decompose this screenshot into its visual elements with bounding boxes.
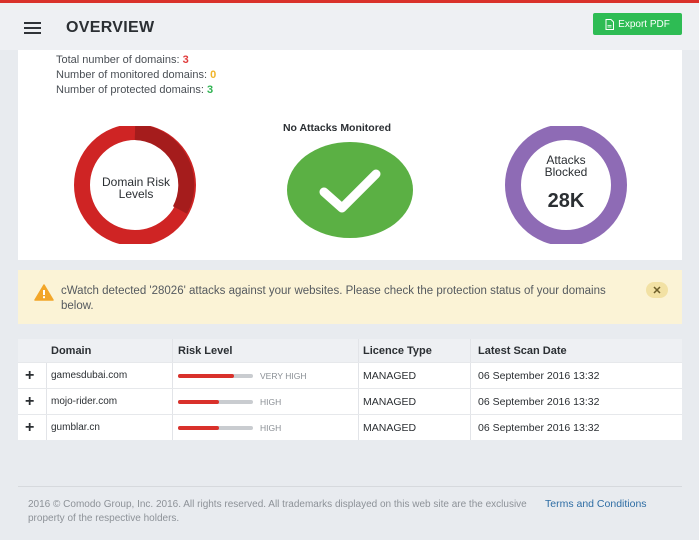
menu-icon[interactable] [24, 22, 41, 34]
column-domain[interactable]: Domain [51, 344, 92, 357]
table-row[interactable]: + gumblar.cn HIGH MANAGED 06 September 2… [18, 414, 682, 440]
stat-total-label: Total number of domains: [56, 54, 180, 66]
header: OVERVIEW Export PDF [0, 3, 699, 50]
domains-table: Domain Risk Level Licence Type Latest Sc… [18, 339, 682, 440]
close-icon[interactable]: ✕ [646, 282, 668, 298]
stat-monitored-domains: Number of monitored domains: 0 [56, 69, 216, 81]
row-domain: gumblar.cn [51, 422, 100, 433]
row-risk-level: HIGH [178, 389, 281, 414]
export-pdf-button[interactable]: Export PDF [593, 13, 682, 35]
stat-total-value: 3 [182, 54, 189, 66]
attacks-blocked-label: Attacks Blocked [544, 153, 588, 179]
file-pdf-icon [605, 18, 615, 30]
attacks-monitored-title: No Attacks Monitored [282, 122, 392, 134]
expand-icon[interactable]: + [25, 366, 35, 384]
stat-monitored-value: 0 [210, 69, 217, 81]
attack-alert-banner: cWatch detected '28026' attacks against … [18, 270, 682, 324]
table-row[interactable]: + gamesdubai.com VERY HIGH MANAGED 06 Se… [18, 362, 682, 388]
risk-bar [178, 373, 253, 378]
expand-icon[interactable]: + [25, 418, 35, 436]
stat-protected-domains: Number of protected domains: 3 [56, 84, 213, 96]
row-licence: MANAGED [363, 369, 417, 382]
terms-link[interactable]: Terms and Conditions [545, 498, 647, 510]
table-row[interactable]: + mojo-rider.com HIGH MANAGED 06 Septemb… [18, 388, 682, 414]
row-risk-level: VERY HIGH [178, 363, 306, 388]
row-scan-date: 06 September 2016 13:32 [478, 395, 600, 408]
expand-icon[interactable]: + [25, 392, 35, 410]
row-domain: mojo-rider.com [51, 396, 118, 407]
column-risk-level[interactable]: Risk Level [178, 344, 233, 357]
row-domain: gamesdubai.com [51, 370, 128, 381]
column-latest-scan[interactable]: Latest Scan Date [478, 344, 567, 357]
check-circle-icon [287, 142, 413, 238]
attacks-blocked-donut[interactable] [486, 126, 646, 244]
stat-total-domains: Total number of domains: 3 [56, 54, 189, 66]
footer-copyright: 2016 © Comodo Group, Inc. 2016. All righ… [28, 499, 527, 524]
footer-divider [18, 486, 682, 487]
top-accent-line [0, 0, 699, 3]
risk-bar [178, 399, 253, 404]
warning-icon [34, 284, 54, 301]
stat-protected-value: 3 [207, 84, 214, 96]
domain-risk-donut[interactable] [58, 126, 212, 244]
table-header: Domain Risk Level Licence Type Latest Sc… [18, 339, 682, 362]
domain-risk-label: Domain Risk Levels [101, 175, 170, 201]
page-title: OVERVIEW [66, 19, 155, 36]
overview-panel: Total number of domains: 3 Number of mon… [18, 50, 682, 260]
alert-message: cWatch detected '28026' attacks against … [61, 285, 606, 312]
row-risk-level: HIGH [178, 415, 281, 440]
row-scan-date: 06 September 2016 13:32 [478, 421, 600, 434]
stat-monitored-label: Number of monitored domains: [56, 69, 208, 81]
row-licence: MANAGED [363, 395, 417, 408]
row-licence: MANAGED [363, 421, 417, 434]
row-scan-date: 06 September 2016 13:32 [478, 369, 600, 382]
export-pdf-label: Export PDF [618, 18, 670, 30]
risk-bar [178, 425, 253, 430]
column-licence-type[interactable]: Licence Type [363, 344, 432, 357]
attacks-blocked-value: 28K [547, 190, 585, 212]
stat-protected-label: Number of protected domains: [56, 84, 204, 96]
